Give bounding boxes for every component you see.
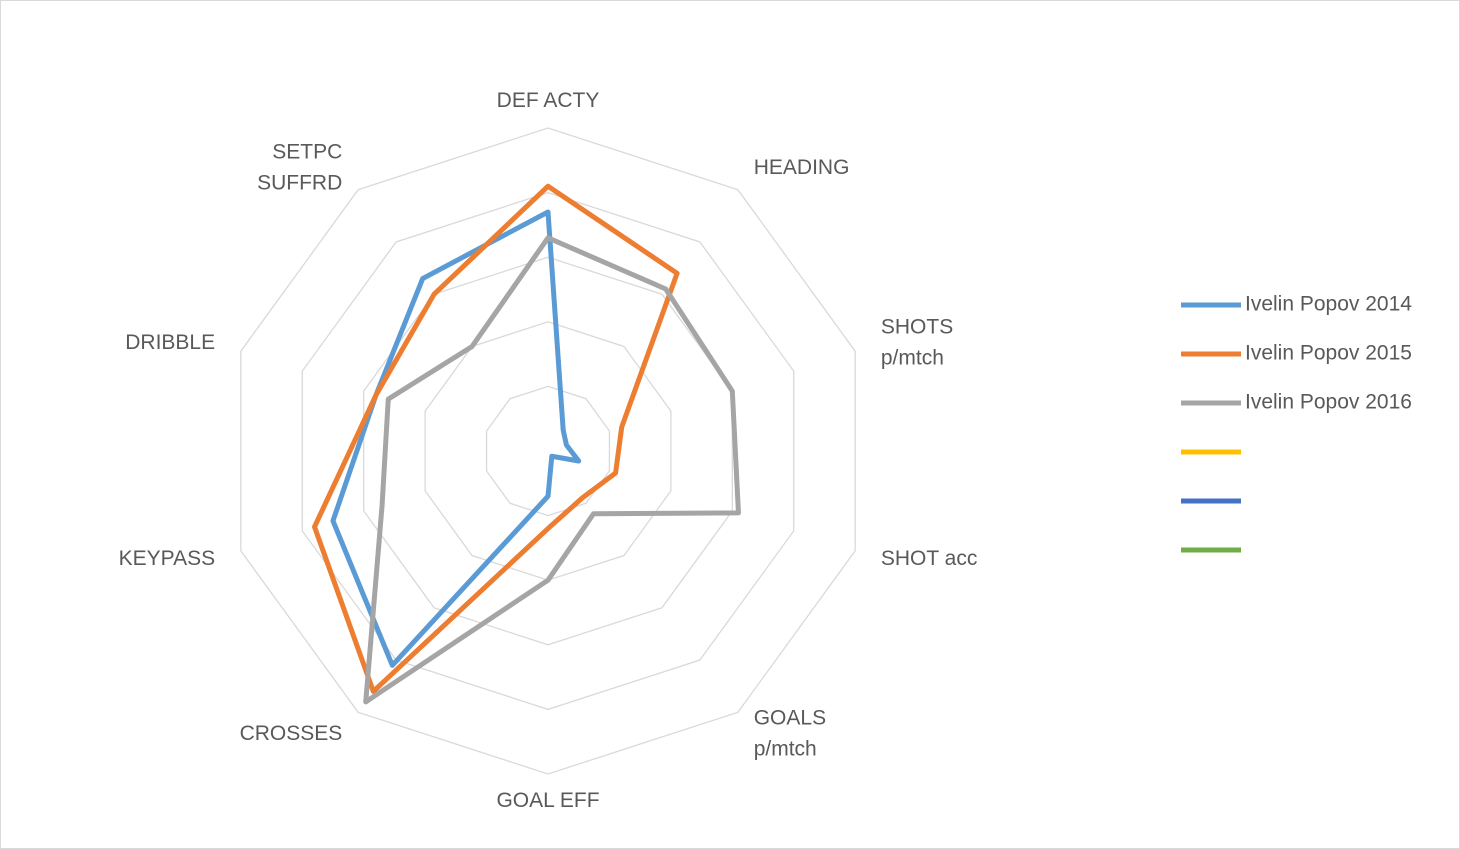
axis-label-line: p/mtch [754, 737, 817, 760]
series-line-1 [330, 209, 582, 668]
axis-label-line: GOAL EFF [496, 789, 599, 812]
grid-ring-3 [363, 256, 733, 646]
radar-series [312, 183, 741, 705]
legend-label-1: Ivelin Popov 2014 [1245, 293, 1412, 316]
axis-label-6: GOAL EFF [496, 789, 599, 812]
axis-label-5: GOALS p/mtch [754, 706, 826, 760]
legend: Ivelin Popov 2014 Ivelin Popov 2015 Ivelin… [1181, 293, 1412, 553]
axis-label-7: CROSSES [240, 722, 343, 745]
grid-ring-2 [424, 321, 672, 581]
series-line-2 [312, 183, 680, 694]
axis-label-line: SHOT acc [881, 547, 977, 570]
axis-label-line: HEADING [754, 155, 850, 178]
legend-label-3: Ivelin Popov 2016 [1245, 391, 1412, 414]
axis-label-line: KEYPASS [119, 547, 216, 570]
axis-label-8: KEYPASS [119, 547, 216, 570]
axis-labels: DEF ACTY HEADING SHOTS p/mtch SHOT acc GOALS p… [119, 89, 978, 812]
axis-label-line: p/mtch [881, 346, 944, 369]
grid-ring-5 [240, 127, 856, 775]
axis-label-3: SHOTS p/mtch [881, 315, 953, 369]
axis-label-line: DRIBBLE [125, 330, 215, 353]
axis-label-2: HEADING [754, 155, 850, 178]
axis-label-line: SETPC [272, 140, 342, 163]
axis-label-line: SHOTS [881, 315, 953, 338]
axis-label-10: SETPC SUFFRD [257, 140, 342, 194]
axis-label-line: DEF ACTY [497, 89, 600, 112]
axis-label-1: DEF ACTY [497, 89, 600, 112]
grid-ring-1 [485, 385, 611, 517]
axis-label-4: SHOT acc [881, 547, 977, 570]
axis-label-9: DRIBBLE [125, 330, 215, 353]
series-line-3 [363, 235, 741, 705]
axis-label-line: SUFFRD [257, 171, 342, 194]
axis-label-line: GOALS [754, 706, 826, 729]
grid-ring-4 [301, 191, 795, 711]
axis-label-line: CROSSES [240, 722, 343, 745]
legend-label-2: Ivelin Popov 2015 [1245, 342, 1412, 365]
